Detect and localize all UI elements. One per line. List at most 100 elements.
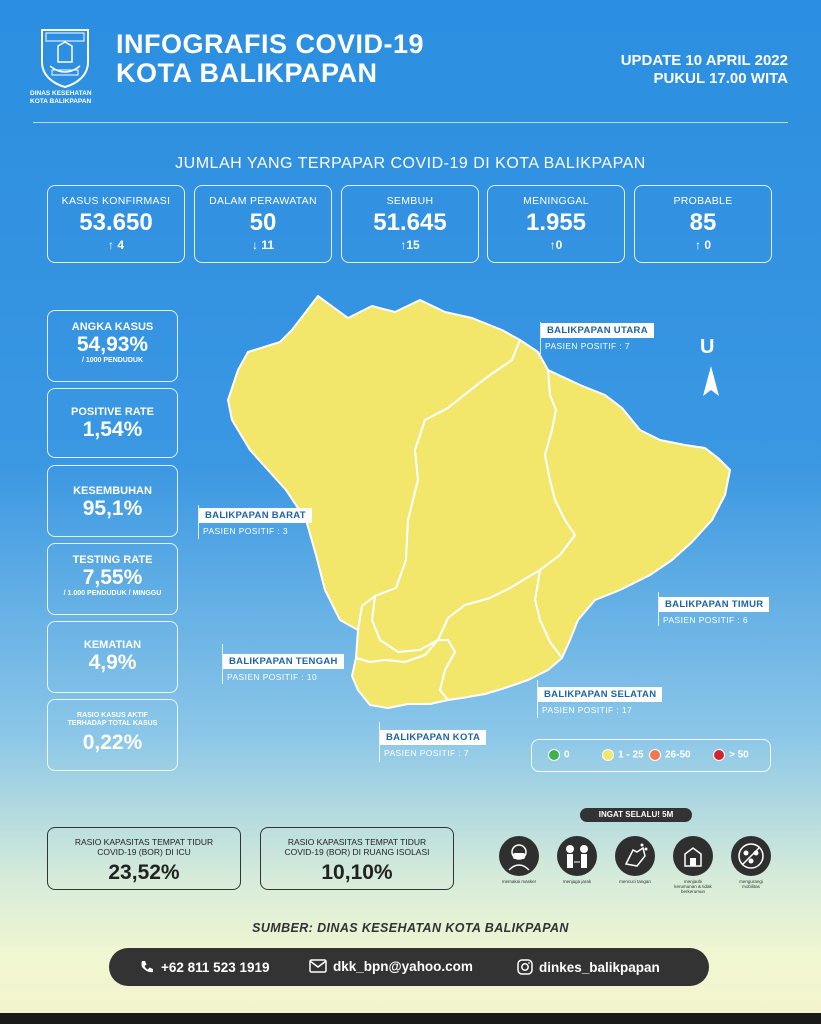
bor-label: RASIO KAPASITAS TEMPAT TIDUR COVID-19 (B… (48, 837, 240, 857)
reminder-item-mask: memakai masker (498, 836, 540, 884)
bor-label-line-2: COVID-19 (BOR) DI ICU (97, 847, 191, 857)
district-name: BALIKPAPAN BARAT (199, 508, 312, 523)
reminder-text: mengurangi mobilitas (739, 879, 763, 889)
label-line (540, 322, 541, 354)
stat-value: 1.955 (525, 209, 587, 236)
title-line-1: INFOGRAFIS COVID-19 (116, 29, 425, 59)
city-crest-logo (41, 29, 89, 88)
instagram-icon (517, 959, 533, 975)
org-name: DINAS KESEHATAN KOTA BALIKPAPAN (30, 90, 92, 105)
reminder-text: memakai masker (501, 879, 537, 884)
label-line (658, 592, 659, 626)
label-line (222, 644, 223, 684)
stat-change: ↑ 4 (107, 238, 124, 252)
contact-bar: +62 811 523 1919 dkk_bpn@yahoo.com dinke… (109, 948, 709, 986)
legend-item: > 50 (713, 749, 749, 761)
legend-label: 26-50 (665, 749, 691, 761)
district-patients: PASIEN POSITIF : 6 (663, 615, 748, 625)
legend-label: 0 (564, 749, 570, 761)
stat-value: 51.645 (373, 209, 447, 236)
legend-swatch (713, 749, 725, 761)
indicator-rasio-kasus-aktif: RASIO KASUS AKTIF TERHADAP TOTAL KASUS 0… (47, 699, 178, 771)
bor-isolasi: RASIO KAPASITAS TEMPAT TIDUR COVID-19 (B… (260, 827, 454, 890)
legend-item: 0 (548, 749, 570, 761)
indicator-label: TESTING RATE (72, 554, 153, 566)
north-label: U (700, 336, 715, 358)
district-label-selatan: BALIKPAPAN SELATAN PASIEN POSITIF : 17 (538, 684, 663, 715)
title-line-2: KOTA BALIKPAPAN (116, 58, 378, 88)
indicator-value: 0,22% (82, 731, 143, 754)
district-name: BALIKPAPAN TIMUR (659, 597, 770, 612)
indicator-positive-rate: POSITIVE RATE 1,54% (47, 388, 178, 458)
update-time: PUKUL 17.00 WITA (653, 70, 788, 87)
district-timur (534, 369, 731, 659)
reminder-item-handwash: mencuci tangan (614, 836, 656, 884)
mobility-icon (731, 836, 771, 876)
legend-item: 26-50 (649, 749, 691, 761)
stat-label: MENINGGAL (523, 195, 589, 207)
reminder-item-mobility: mengurangi mobilitas (730, 836, 772, 889)
district-name: BALIKPAPAN SELATAN (538, 687, 663, 702)
email-address: dkk_bpn@yahoo.com (333, 959, 473, 974)
distance-icon (557, 836, 597, 876)
legend-swatch (548, 749, 560, 761)
indicator-kesembuhan: KESEMBUHAN 95,1% (47, 465, 178, 537)
header-divider (33, 122, 788, 123)
reminder-item-distance: menjaga jarak (556, 836, 598, 884)
reminder-text: menjaga jarak (562, 879, 592, 884)
indicator-kematian: KEMATIAN 4,9% (47, 621, 178, 693)
district-name: BALIKPAPAN TENGAH (223, 654, 344, 669)
contact-email[interactable]: dkk_bpn@yahoo.com (309, 959, 473, 974)
district-patients: PASIEN POSITIF : 7 (384, 748, 469, 758)
bor-label-line-1: RASIO KAPASITAS TEMPAT TIDUR (287, 837, 427, 847)
legend-swatch (649, 749, 661, 761)
indicator-testing-rate: TESTING RATE 7,55% / 1.000 PENDUDUK / MI… (47, 543, 178, 615)
stat-sembuh: SEMBUH 51.645 ↑15 (341, 185, 479, 263)
indicator-sub: / 1000 PENDUDUK (81, 357, 144, 364)
email-icon (309, 959, 327, 973)
stat-change: ↓ 11 (251, 238, 275, 252)
indicator-label: KEMATIAN (83, 639, 142, 651)
legend-item: 1 - 25 (602, 749, 644, 761)
reminder-text: mencuci tangan (619, 879, 651, 884)
indicator-label: POSITIVE RATE (71, 406, 154, 418)
district-label-tengah: BALIKPAPAN TENGAH PASIEN POSITIF : 10 (223, 651, 344, 682)
district-label-timur: BALIKPAPAN TIMUR PASIEN POSITIF : 6 (659, 594, 770, 625)
reminder-text: menjauhi kerumunan & tidak berkerumun (674, 879, 712, 894)
district-patients: PASIEN POSITIF : 17 (542, 705, 633, 715)
indicator-value: 4,9% (88, 651, 137, 674)
indicator-value: 7,55% (82, 566, 143, 589)
legend-label: > 50 (729, 749, 749, 761)
district-name: BALIKPAPAN UTARA (541, 323, 654, 338)
stat-meninggal: MENINGGAL 1.955 ↑0 (487, 185, 625, 263)
crowd-icon (673, 836, 713, 876)
stat-kasus-konfirmasi: KASUS KONFIRMASI 53.650 ↑ 4 (47, 185, 185, 263)
section-subtitle: JUMLAH YANG TERPAPAR COVID-19 DI KOTA BA… (175, 155, 646, 172)
phone-number: +62 811 523 1919 (161, 960, 270, 975)
district-patients: PASIEN POSITIF : 10 (227, 672, 318, 682)
indicator-value: 95,1% (82, 497, 143, 520)
district-label-utara: BALIKPAPAN UTARA PASIEN POSITIF : 7 (541, 320, 654, 351)
district-patients: PASIEN POSITIF : 7 (545, 341, 630, 351)
contact-phone[interactable]: +62 811 523 1919 (139, 959, 270, 975)
indicator-sub: / 1.000 PENDUDUK / MINGGU (63, 590, 162, 597)
bor-value: 10,10% (321, 861, 393, 884)
stat-value: 50 (249, 209, 277, 236)
stat-change: ↑ 0 (694, 238, 711, 252)
stat-probable: PROBABLE 85 ↑ 0 (634, 185, 772, 263)
update-info: UPDATE 10 APRIL 2022 PUKUL 17.00 WITA (621, 52, 788, 88)
contact-instagram[interactable]: dinkes_balikpapan (517, 959, 660, 975)
bottom-strip (0, 1013, 821, 1024)
stat-change: ↑0 (549, 238, 563, 252)
stat-value: 85 (689, 209, 717, 236)
district-label-barat: BALIKPAPAN BARAT PASIEN POSITIF : 3 (199, 505, 312, 536)
reminder-item-crowd: menjauhi kerumunan & tidak berkerumun (672, 836, 714, 894)
north-arrow-icon (703, 366, 719, 396)
stat-label: SEMBUH (386, 195, 434, 207)
indicator-value: 54,93% (76, 333, 149, 356)
district-label-kota: BALIKPAPAN KOTA PASIEN POSITIF : 7 (380, 727, 487, 758)
stat-label: KASUS KONFIRMASI (61, 195, 171, 207)
indicator-label: KESEMBUHAN (73, 485, 152, 497)
